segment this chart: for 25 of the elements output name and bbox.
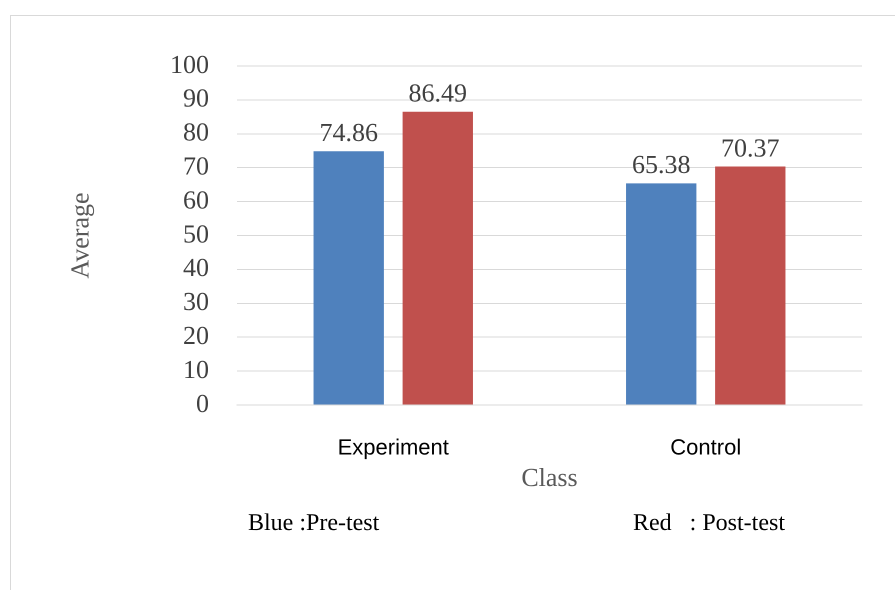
bar	[626, 183, 696, 404]
data-label: 70.37	[721, 133, 780, 162]
x-tick-label: Control	[670, 434, 742, 460]
bar	[402, 112, 473, 404]
y-tick-label: 50	[183, 219, 209, 248]
y-tick-label: 100	[170, 50, 209, 79]
y-tick-label: 20	[183, 321, 209, 350]
text: Red : Post-test	[633, 510, 786, 537]
data-label: 86.49	[408, 78, 468, 108]
y-tick-label: 80	[183, 118, 209, 147]
x-tick-label: Experiment	[338, 434, 449, 460]
y-tick-label: 10	[183, 354, 209, 384]
y-tick-label: 30	[183, 287, 209, 316]
y-tick-label: 90	[183, 84, 209, 113]
y-tick-label: 70	[183, 152, 209, 181]
data-label: 65.38	[632, 150, 690, 180]
y-tick-label: 60	[183, 185, 209, 214]
x-axis-title: Class	[521, 463, 578, 492]
bar	[715, 166, 786, 404]
text: Blue :Pre-test	[248, 510, 380, 537]
y-tick-label: 0	[196, 388, 209, 418]
data-label: 74.86	[319, 118, 378, 148]
bar	[314, 151, 384, 404]
y-tick-label: 40	[183, 253, 209, 282]
y-axis-title: Average	[65, 192, 94, 279]
